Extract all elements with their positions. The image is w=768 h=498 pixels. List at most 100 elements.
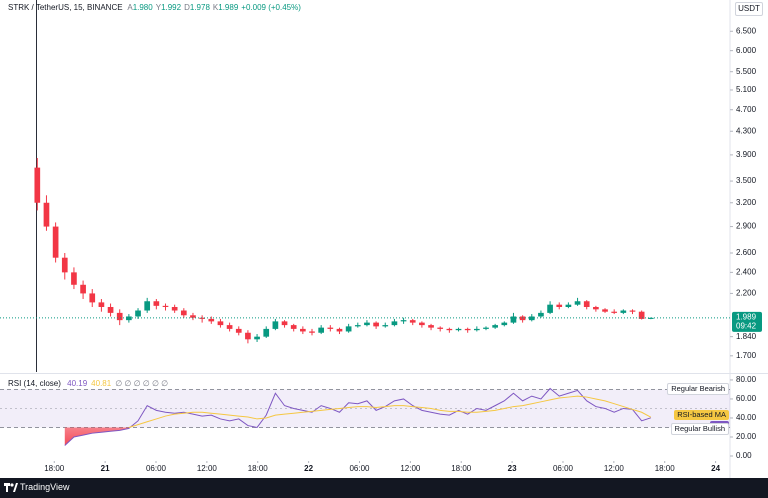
- x-tick-label: 12:00: [197, 464, 218, 473]
- candle-body: [583, 301, 590, 307]
- candle-body: [409, 320, 416, 323]
- ohlc-key: K: [212, 3, 219, 12]
- candle-body: [574, 301, 581, 305]
- y-tick-label: 40.00: [736, 413, 757, 422]
- y-tick-label: 1.700: [736, 351, 757, 360]
- candle-body: [245, 332, 251, 340]
- y-tick-label: 4.700: [736, 105, 757, 114]
- ohlc-value: 1.978: [189, 3, 210, 12]
- rsi-line: [64, 387, 651, 446]
- y-tick-label: 3.900: [736, 150, 757, 159]
- candle-body: [565, 304, 572, 307]
- candle-body: [455, 328, 462, 331]
- candle-body: [309, 331, 315, 333]
- candle-body: [61, 257, 68, 273]
- y-tick-label: 0.00: [736, 451, 752, 460]
- candle-body: [43, 202, 50, 227]
- x-tick-label: 23: [508, 464, 517, 473]
- rsi-legend: RSI (14, close) 40.19 40.81 ∅ ∅ ∅ ∅ ∅ ∅: [8, 378, 172, 390]
- x-tick-label: 24: [711, 464, 720, 473]
- candle-body: [135, 310, 141, 317]
- legend-ma-tag: RSI-based MA: [674, 410, 729, 421]
- x-tick-label: 18:00: [655, 464, 676, 473]
- y-tick-label: 3.200: [736, 198, 757, 207]
- ohlc-key: Y: [155, 3, 162, 12]
- ohlc-value: 1.992: [161, 3, 182, 12]
- candle-body: [556, 304, 563, 307]
- candle-body: [290, 325, 297, 329]
- y-tick-label: 6.000: [736, 46, 757, 55]
- candle-body: [382, 325, 389, 327]
- candle-body: [180, 310, 187, 316]
- candle-body: [620, 310, 627, 313]
- candle-body: [638, 311, 645, 319]
- candle-body: [629, 310, 636, 312]
- y-tick-label: 6.500: [736, 26, 757, 35]
- x-tick-label: 12:00: [604, 464, 625, 473]
- y-tick-label: 2.200: [736, 289, 757, 298]
- candle-body: [80, 284, 86, 294]
- last-price-tag: [732, 311, 762, 332]
- y-tick-label: 80.00: [736, 375, 757, 384]
- change: +0.009 (+0.45%): [241, 3, 301, 12]
- candle-body: [126, 316, 132, 321]
- candle-body: [483, 327, 489, 329]
- candle-body: [162, 305, 169, 307]
- candle-body: [354, 325, 361, 327]
- candle-body: [98, 302, 105, 307]
- candle-body: [464, 328, 471, 331]
- last-price-label: 1.989: [736, 312, 757, 321]
- y-tick-label: 2.600: [736, 248, 757, 257]
- candle-body: [510, 316, 517, 323]
- candle-body: [199, 317, 205, 319]
- candle-body: [171, 306, 178, 311]
- candle-body: [300, 328, 306, 332]
- candle-body: [473, 328, 480, 331]
- candle-body: [144, 301, 151, 311]
- x-tick-label: 06:00: [349, 464, 370, 473]
- candle-body: [89, 293, 96, 303]
- candle-body: [226, 325, 233, 329]
- annotation-bullish: Regular Bullish: [670, 423, 729, 436]
- x-tick-label: 18:00: [44, 464, 65, 473]
- legend-value: 40.81: [91, 379, 112, 388]
- candle-body: [611, 311, 618, 313]
- candle-body: [116, 312, 123, 321]
- x-tick-label: 06:00: [553, 464, 574, 473]
- y-tick-label: 2.900: [736, 222, 757, 231]
- candle-body: [281, 321, 288, 326]
- candle-body: [400, 320, 407, 322]
- candle-body: [190, 315, 196, 318]
- logo: [4, 483, 18, 492]
- candle-body: [647, 317, 654, 319]
- candle-body: [34, 167, 41, 203]
- y-tick-label: 3.500: [736, 176, 757, 185]
- candle-body: [428, 325, 434, 328]
- ohlc-value: 1.980: [132, 3, 153, 12]
- candle-body: [492, 325, 498, 328]
- symbol[interactable]: STRK / TetherUS, 15, BINANCE: [8, 3, 123, 12]
- currency-button[interactable]: USDT: [735, 2, 763, 16]
- candle-body: [217, 321, 224, 326]
- candle-body: [318, 327, 325, 333]
- ohlc-key: D: [184, 3, 190, 12]
- candle-body: [446, 328, 453, 331]
- y-tick-label: 5.500: [736, 67, 757, 76]
- rsi-title[interactable]: RSI (14, close): [8, 379, 61, 388]
- candle-body: [107, 306, 114, 313]
- y-tick-label: 5.100: [736, 85, 757, 94]
- candle-body: [208, 318, 215, 322]
- candle-body: [602, 309, 608, 312]
- rsi-band-fill: [0, 389, 730, 428]
- x-tick-label: 18:00: [248, 464, 269, 473]
- oversold-fill: [64, 427, 131, 446]
- y-tick-label: 2.400: [736, 267, 757, 276]
- footer: TradingView: [0, 478, 768, 498]
- candle-body: [71, 272, 77, 285]
- candle-body: [52, 226, 59, 258]
- annotation-bearish: Regular Bearish: [667, 383, 729, 396]
- candle-body: [336, 328, 343, 332]
- brand[interactable]: TradingView: [20, 482, 70, 492]
- candle-body: [419, 322, 425, 326]
